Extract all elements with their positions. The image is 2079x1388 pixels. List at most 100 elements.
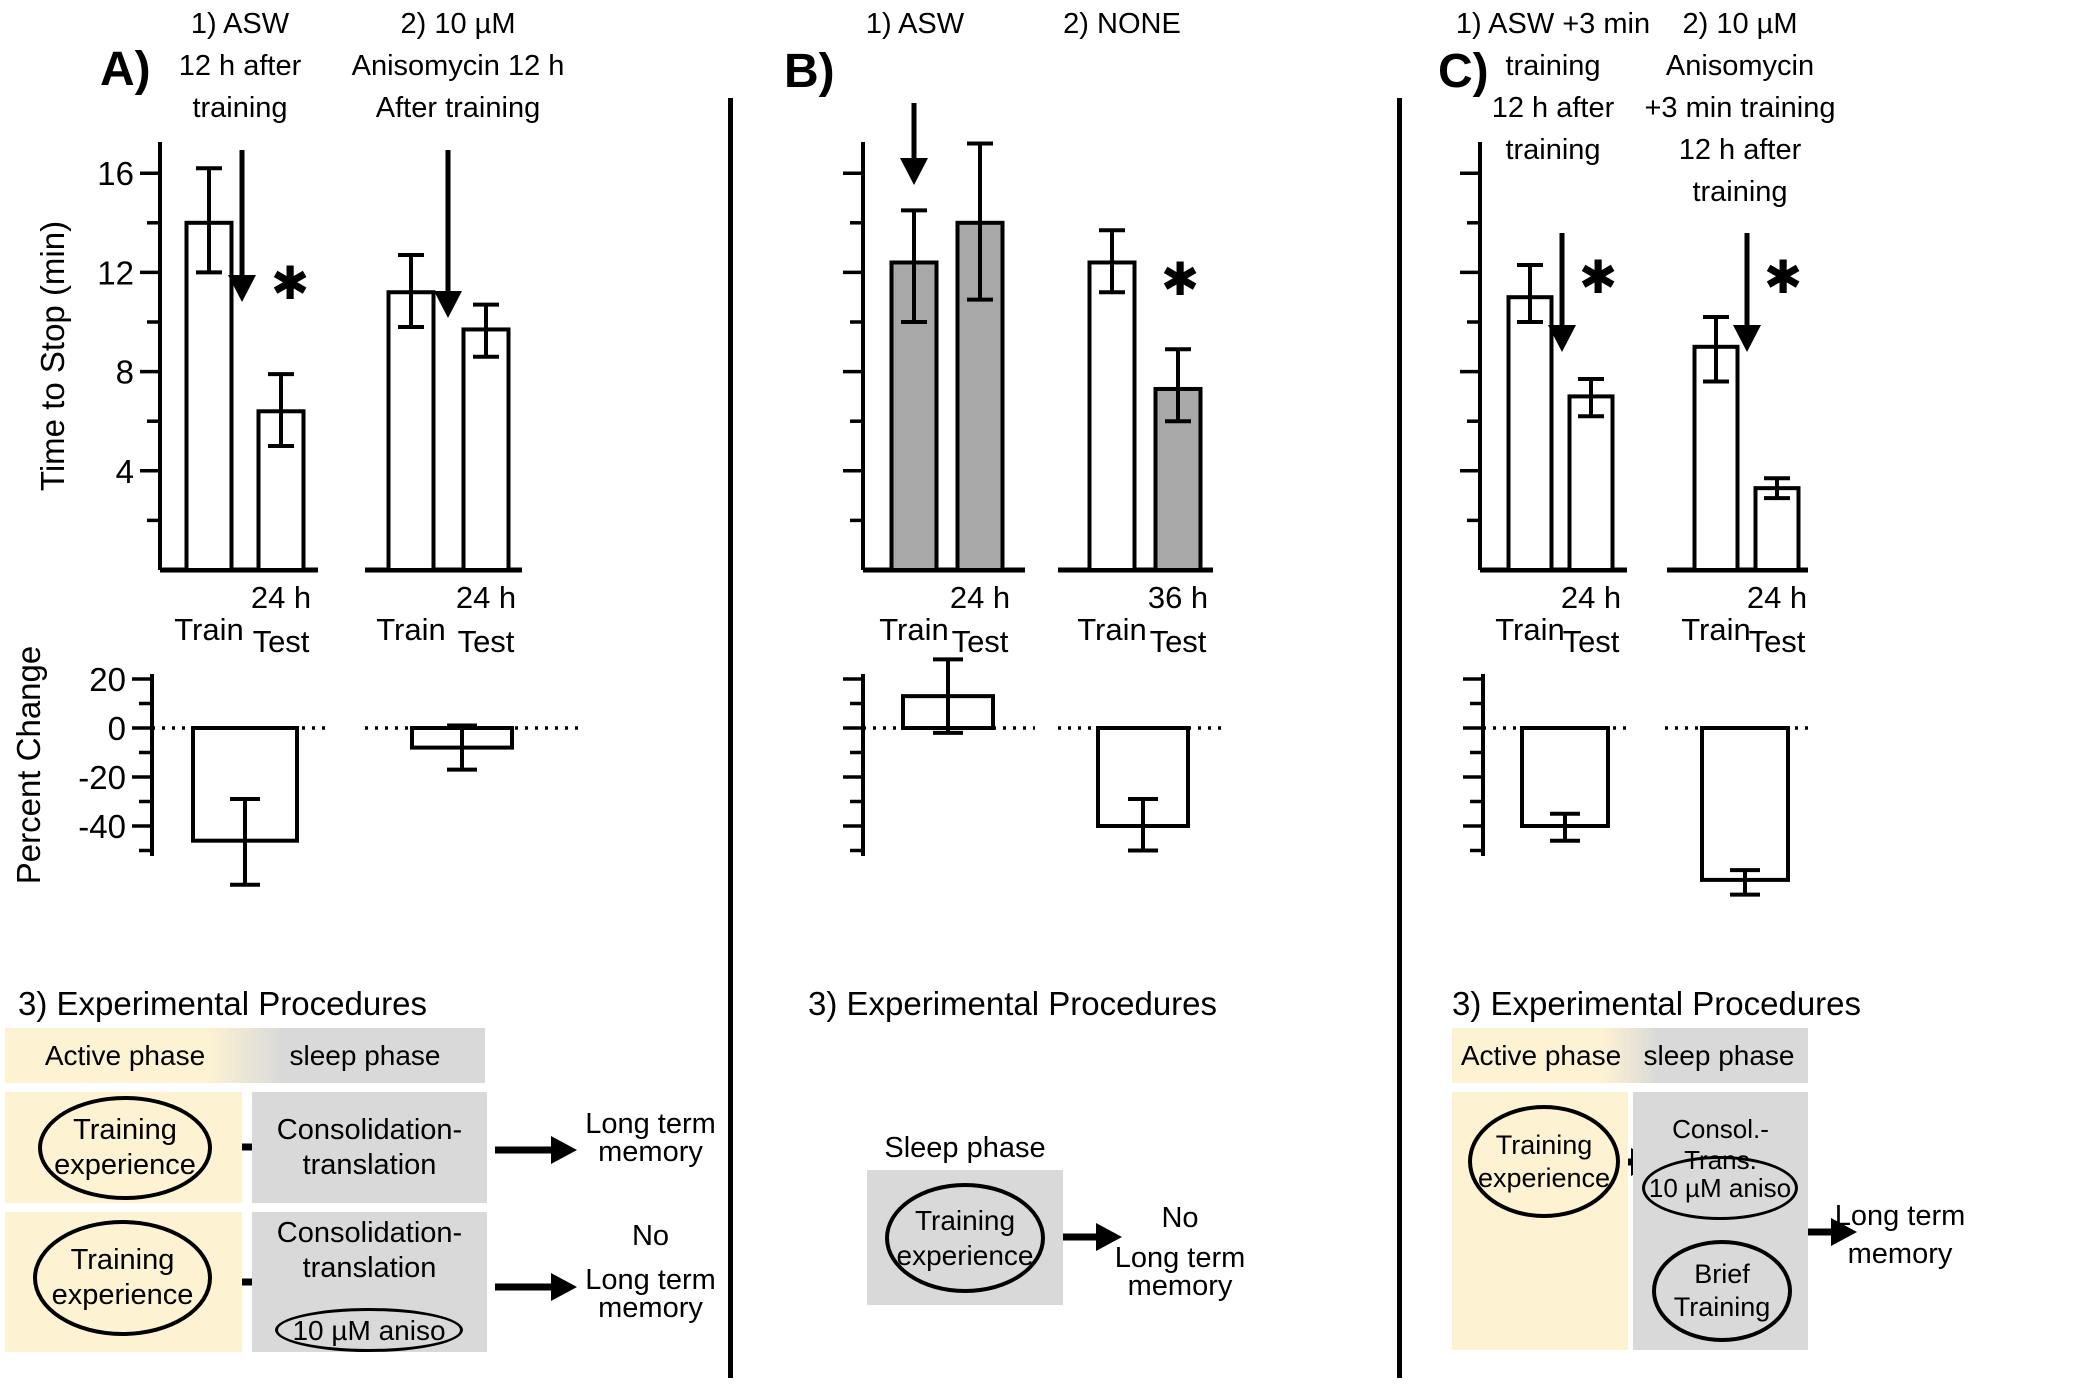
training-label: Training bbox=[73, 1114, 177, 1146]
group-title: 12 h after bbox=[1679, 134, 1802, 166]
group-title: 1) ASW bbox=[866, 8, 965, 40]
bar bbox=[256, 409, 306, 572]
group-title: training bbox=[192, 92, 287, 124]
tick-label: 8 bbox=[116, 354, 134, 391]
significance-asterisk: ✱ bbox=[271, 256, 310, 310]
bar bbox=[184, 220, 234, 573]
group-title: training bbox=[1692, 176, 1787, 208]
active-phase-label: Active phase bbox=[1460, 1039, 1622, 1071]
pct-bar bbox=[1520, 726, 1610, 828]
panel-letter-c: C) bbox=[1438, 45, 1489, 98]
tick-label: 12 bbox=[97, 254, 134, 291]
procedures-heading-a: 3) Experimental Procedures bbox=[18, 985, 428, 1022]
training-label: Training bbox=[1673, 1292, 1771, 1322]
bar bbox=[1087, 260, 1137, 572]
brief-training-ellipse: Brief Training bbox=[1652, 1240, 1792, 1342]
bar bbox=[1567, 394, 1615, 572]
x-label: Test bbox=[1563, 624, 1620, 659]
tick-label: -40 bbox=[78, 808, 126, 845]
y-axis-title: Percent Change bbox=[10, 646, 47, 885]
no-ltm-line1: No bbox=[1161, 1202, 1199, 1234]
active-phase-label: Active phase bbox=[44, 1039, 206, 1071]
bar bbox=[1692, 344, 1740, 572]
x-label: Train bbox=[174, 612, 243, 647]
x-label: 36 h bbox=[1148, 580, 1208, 615]
panel-divider-bc bbox=[1397, 98, 1402, 1378]
training-label: Training bbox=[914, 1205, 1016, 1236]
tick-label: 16 bbox=[97, 155, 134, 192]
x-label: Test bbox=[1150, 624, 1207, 659]
x-label: 24 h bbox=[950, 580, 1010, 615]
significance-asterisk: ✱ bbox=[1579, 250, 1618, 304]
bar bbox=[1153, 386, 1203, 572]
bar bbox=[889, 260, 939, 572]
brief-label: Brief bbox=[1694, 1259, 1750, 1289]
phase-header-a: Active phase sleep phase bbox=[5, 1028, 485, 1083]
panel-letter-a: A) bbox=[100, 43, 151, 96]
consolidation-line1: Consolidation- bbox=[276, 1217, 463, 1249]
tick-label: -20 bbox=[78, 759, 126, 796]
anisomycin-label: 10 µM aniso bbox=[1648, 1172, 1792, 1203]
sleep-phase-label: Sleep phase bbox=[884, 1132, 1046, 1164]
significance-asterisk: ✱ bbox=[1161, 252, 1200, 306]
group-title: Anisomycin bbox=[1666, 50, 1814, 82]
x-label: 24 h bbox=[456, 580, 516, 615]
down-arrow-head bbox=[228, 275, 256, 302]
ltm-result-line1: Long term bbox=[585, 1108, 716, 1140]
bar bbox=[955, 220, 1005, 573]
group-title: 1) ASW +3 min bbox=[1456, 8, 1650, 40]
significance-asterisk: ✱ bbox=[1764, 250, 1803, 304]
pct-bar bbox=[410, 726, 514, 750]
down-arrow-head bbox=[1733, 325, 1761, 352]
consolidation-box-row1: Consolidation- translation bbox=[252, 1092, 487, 1203]
anisomycin-inhibitor-ellipse: 10 µM aniso bbox=[1642, 1156, 1798, 1220]
group-title: 12 h after bbox=[1492, 92, 1615, 124]
no-ltm-line3: memory bbox=[1127, 1270, 1233, 1302]
experience-label: experience bbox=[896, 1240, 1034, 1271]
group-title: After training bbox=[376, 92, 540, 124]
consolidation-line2: translation bbox=[302, 1148, 437, 1181]
bar bbox=[1753, 486, 1801, 572]
x-label: Test bbox=[1749, 624, 1806, 659]
no-ltm-line2: Long term bbox=[1114, 1242, 1246, 1274]
pct-bar bbox=[901, 694, 995, 731]
x-label: Train bbox=[1681, 612, 1750, 647]
x-label: Train bbox=[1495, 612, 1564, 647]
ltm-result-line2: memory bbox=[1847, 1238, 1953, 1270]
group-title: 12 h after bbox=[179, 50, 302, 82]
x-label: Train bbox=[879, 612, 948, 647]
procedures-heading-c: 3) Experimental Procedures bbox=[1452, 985, 1862, 1022]
x-label: Test bbox=[952, 624, 1009, 659]
anisomycin-label: 10 µM aniso bbox=[292, 1314, 446, 1346]
group-title: +3 min training bbox=[1644, 92, 1835, 124]
training-label: Training bbox=[1495, 1129, 1593, 1160]
pct-bar bbox=[1700, 726, 1790, 882]
sleep-phase-label: sleep phase bbox=[1643, 1039, 1795, 1071]
no-ltm-line3: memory bbox=[598, 1292, 703, 1324]
group-title: 2) NONE bbox=[1063, 8, 1181, 40]
training-experience-ellipse-row2: Training experience bbox=[33, 1220, 212, 1336]
tick-label: 4 bbox=[116, 453, 134, 490]
consolidation-line1: Consolidation- bbox=[276, 1113, 463, 1146]
training-label: Training bbox=[70, 1244, 175, 1276]
pct-bar bbox=[1096, 726, 1190, 828]
anisomycin-inhibitor-ellipse: 10 µM aniso bbox=[275, 1308, 463, 1352]
x-label: 24 h bbox=[1561, 580, 1621, 615]
y-axis-title: Time to Stop (min) bbox=[34, 221, 71, 491]
tick-label: 0 bbox=[108, 710, 126, 747]
panel-letter-b: B) bbox=[784, 45, 835, 98]
panel-divider-ab bbox=[728, 98, 733, 1378]
sleep-phase-label: sleep phase bbox=[289, 1039, 441, 1071]
pct-bar bbox=[191, 726, 299, 843]
ltm-result-line1: Long term bbox=[1834, 1200, 1966, 1232]
phase-header-c: Active phase sleep phase bbox=[1452, 1028, 1808, 1083]
tick-label: 20 bbox=[89, 661, 126, 698]
group-title: 2) 10 µM bbox=[400, 8, 515, 40]
down-arrow-head bbox=[900, 158, 928, 185]
bar bbox=[386, 290, 436, 572]
down-arrow-head bbox=[1548, 325, 1576, 352]
group-title: Anisomycin 12 h bbox=[352, 50, 565, 82]
down-arrow-head bbox=[434, 291, 462, 318]
bar bbox=[461, 327, 511, 572]
